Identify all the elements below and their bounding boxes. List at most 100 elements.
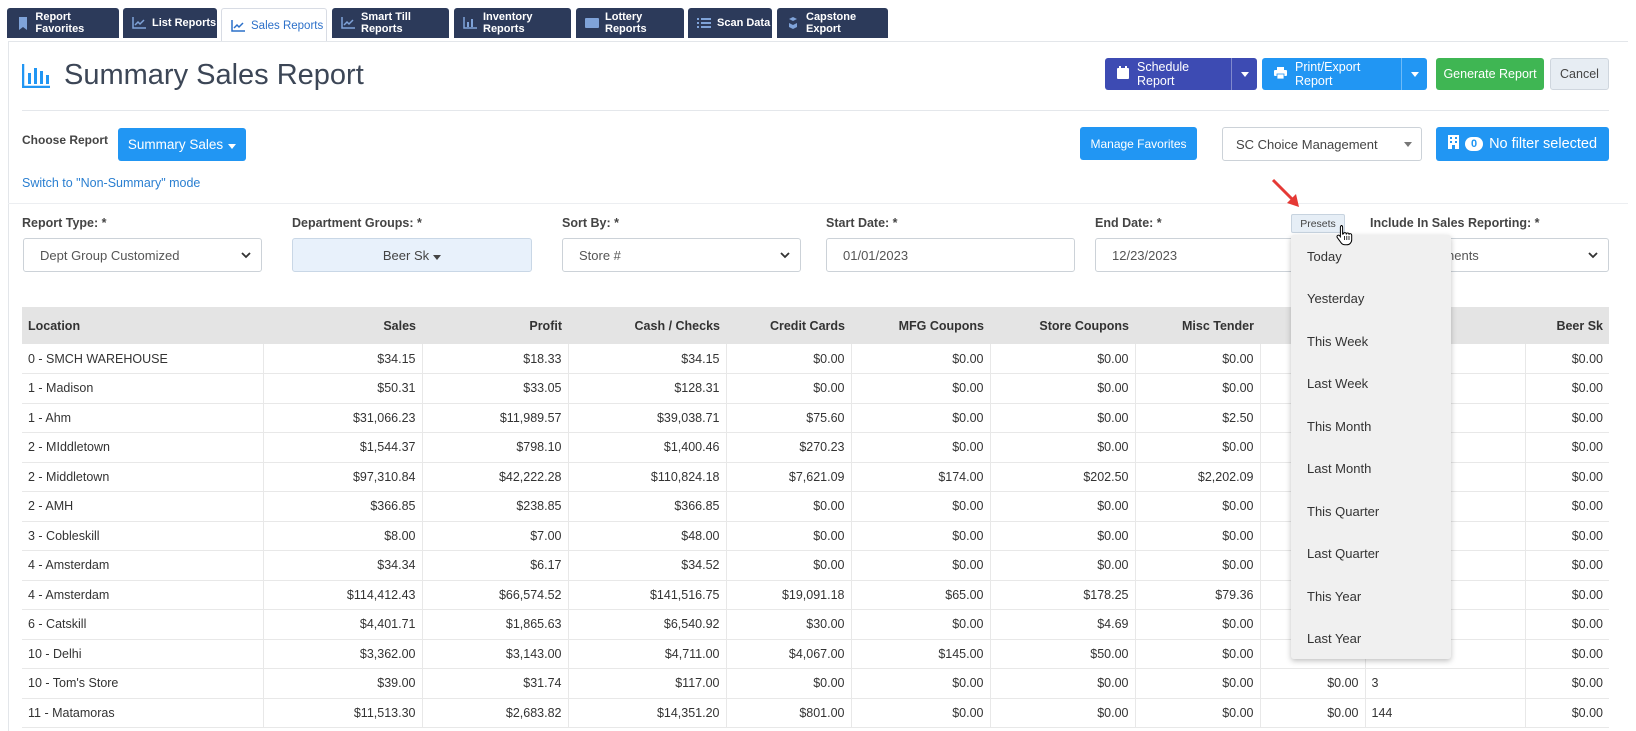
report-type-value: Dept Group Customized: [40, 247, 180, 263]
column-header[interactable]: Misc Tender: [1135, 307, 1260, 344]
table-cell: 4 - Amsterdam: [22, 550, 264, 581]
table-cell: $0.00: [726, 521, 852, 551]
table-cell: $141,516.75: [568, 580, 727, 610]
dept-groups-button[interactable]: Beer Sk: [292, 238, 532, 272]
preset-option[interactable]: Last Month: [1307, 461, 1372, 477]
table-cell: $0.00: [851, 403, 991, 433]
column-header[interactable]: Store Coupons: [990, 307, 1135, 344]
preset-option[interactable]: This Week: [1307, 333, 1369, 349]
table-cell: $0.00: [1135, 521, 1261, 551]
table-cell: $0.00: [1525, 580, 1609, 610]
column-header[interactable]: Cash / Checks: [568, 307, 726, 344]
tab-sales-reports[interactable]: Sales Reports: [221, 8, 327, 42]
table-cell: 11 - Matamoras: [22, 698, 264, 728]
table-cell: $0.00: [1525, 609, 1609, 640]
choose-report-label: Choose Report: [22, 133, 109, 147]
preset-option[interactable]: Last Quarter: [1307, 546, 1380, 562]
generate-report-button[interactable]: Generate Report: [1436, 58, 1544, 90]
report-type-select[interactable]: Dept Group Customized: [23, 238, 262, 272]
table-cell: $2.50: [1135, 403, 1261, 433]
table-cell: $0.00: [990, 403, 1136, 433]
preset-option[interactable]: Last Week: [1307, 376, 1369, 392]
table-cell: $0.00: [726, 668, 852, 699]
table-cell: $0.00: [1525, 668, 1609, 699]
table-cell: $0.00: [990, 698, 1136, 728]
start-date-input[interactable]: 01/01/2023: [826, 238, 1075, 272]
ticket-icon: [585, 16, 599, 30]
report-select-button[interactable]: Summary Sales: [118, 128, 246, 161]
table-cell: $0.00: [1135, 550, 1261, 581]
tab-lottery-reports[interactable]: Lottery Reports: [576, 8, 684, 38]
tab-label: Scan Data: [717, 17, 771, 29]
preset-option[interactable]: This Month: [1307, 418, 1372, 434]
cancel-button[interactable]: Cancel: [1550, 58, 1609, 90]
print-export-button[interactable]: Print/Export Report: [1262, 58, 1427, 90]
table-cell: $0.00: [1525, 344, 1609, 374]
table-cell: $39.00: [263, 668, 423, 699]
tab-report-favorites[interactable]: Report Favorites: [7, 8, 119, 38]
manage-favorites-button[interactable]: Manage Favorites: [1080, 127, 1197, 160]
preset-option[interactable]: Last Year: [1307, 631, 1362, 647]
table-cell: $174.00: [851, 462, 991, 492]
table-cell: $48.00: [568, 521, 727, 551]
page-title: Summary Sales Report: [21, 55, 364, 95]
table-cell: $65.00: [851, 580, 991, 610]
table-cell: $0.00: [1135, 639, 1261, 669]
tab-capstone-export[interactable]: Capstone Export: [777, 8, 888, 38]
preset-option[interactable]: Today: [1307, 248, 1342, 264]
table-cell: $6,540.92: [568, 609, 727, 640]
store-filter-button[interactable]: 0 No filter selected: [1436, 127, 1609, 161]
table-cell: $0.00: [851, 432, 991, 463]
table-row: 0 - SMCH WAREHOUSE $34.15 $18.33 $34.15 $0.0…: [22, 344, 1609, 374]
preset-option[interactable]: This Year: [1307, 588, 1362, 604]
table-cell: $4,401.71: [263, 609, 423, 640]
presets-button[interactable]: Presets: [1291, 214, 1345, 233]
table-cell: 3: [1365, 668, 1526, 699]
table-cell: $145.00: [851, 639, 991, 669]
print-dropdown-toggle[interactable]: [1401, 58, 1427, 90]
table-cell: $3,143.00: [422, 639, 569, 669]
preset-option[interactable]: Yesterday: [1307, 291, 1365, 307]
table-cell: $0.00: [1525, 491, 1609, 522]
management-select[interactable]: SC Choice Management: [1222, 127, 1422, 161]
table-cell: $0.00: [851, 668, 991, 699]
column-header[interactable]: Profit: [422, 307, 568, 344]
table-cell: $0.00: [1525, 403, 1609, 433]
line-chart-icon: [231, 19, 245, 33]
table-cell: $0.00: [990, 491, 1136, 522]
table-cell: 3 - Cobleskill: [22, 521, 264, 551]
table-cell: $50.00: [990, 639, 1136, 669]
column-header[interactable]: Sales: [263, 307, 422, 344]
column-header[interactable]: Beer Sk: [1525, 307, 1609, 344]
table-cell: $1,865.63: [422, 609, 569, 640]
line-chart-icon: [132, 16, 146, 30]
table-cell: $33.05: [422, 373, 569, 404]
table-cell: $0.00: [851, 698, 991, 728]
table-cell: 2 - Middletown: [22, 462, 264, 492]
table-cell: $34.34: [263, 550, 423, 581]
sort-by-select[interactable]: Store #: [562, 238, 801, 272]
column-header[interactable]: Location: [22, 307, 263, 344]
schedule-dropdown-toggle[interactable]: [1231, 58, 1257, 90]
print-export-label: Print/Export Report: [1295, 60, 1361, 88]
table-cell: $0.00: [1135, 432, 1261, 463]
tab-list-reports[interactable]: List Reports: [123, 8, 217, 38]
report-select-label: Summary Sales: [127, 137, 224, 152]
table-cell: $0.00: [726, 550, 852, 581]
table-cell: $1,544.37: [263, 432, 423, 463]
tab-inventory-reports[interactable]: Inventory Reports: [454, 8, 571, 38]
preset-option[interactable]: This Quarter: [1307, 503, 1380, 519]
tab-scan-data[interactable]: Scan Data: [688, 8, 772, 38]
column-header[interactable]: Credit Cards: [726, 307, 851, 344]
caret-down-icon: [1404, 142, 1412, 147]
table-cell: $11,989.57: [422, 403, 569, 433]
tab-smart-till-reports[interactable]: Smart Till Reports: [332, 8, 449, 38]
table-cell: $366.85: [568, 491, 727, 522]
column-header[interactable]: MFG Coupons: [851, 307, 990, 344]
switch-mode-link[interactable]: Switch to "Non-Summary" mode: [22, 176, 201, 190]
end-date-input[interactable]: 12/23/2023: [1095, 238, 1295, 272]
table-cell: $801.00: [726, 698, 852, 728]
table-cell: $31,066.23: [263, 403, 423, 433]
schedule-report-button[interactable]: Schedule Report: [1105, 58, 1257, 90]
table-cell: $0.00: [990, 373, 1136, 404]
